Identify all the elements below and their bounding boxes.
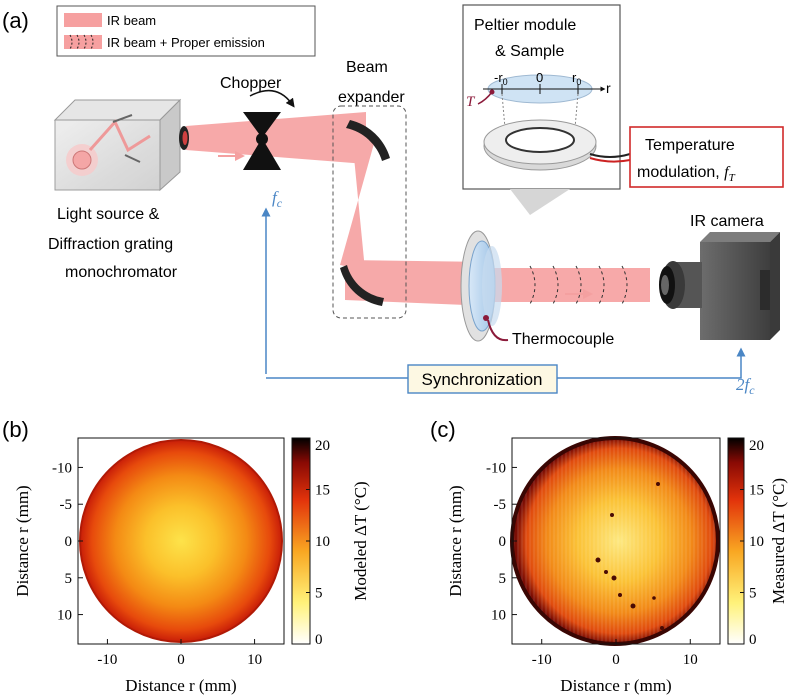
panel-c: (c) -10 0 10 -10 -5 0 5 10 Distance r (mm) Dist… xyxy=(430,417,788,695)
legend: IR beam IR beam + Proper emission xyxy=(56,5,316,57)
colorbar-b-ticks: 20 15 10 5 0 xyxy=(306,437,330,648)
ir-beam xyxy=(186,112,650,306)
thermocouple-tip xyxy=(483,315,489,321)
ir-camera-icon xyxy=(659,232,780,340)
axes-c-ticks: -10 0 10 -10 -5 0 5 10 xyxy=(486,460,698,668)
synchronization-label: Synchronization xyxy=(422,370,543,389)
axes-b-ylabel: Distance r (mm) xyxy=(13,485,32,596)
synchronization-box xyxy=(407,364,558,394)
x-tick-label: 10 xyxy=(247,652,262,668)
light-source-label-1: Light source & xyxy=(57,206,160,223)
t-label: T xyxy=(466,94,476,110)
light-source-box xyxy=(53,98,189,192)
y-tick-label: -10 xyxy=(52,460,72,476)
legend-swatch-emission xyxy=(64,35,102,49)
y-tick-label: 0 xyxy=(65,534,73,550)
thermocouple-wire xyxy=(487,319,509,342)
heatmap-b-disc xyxy=(80,440,282,642)
y-tick-label: -5 xyxy=(60,497,73,513)
colorbar-tick-label: 5 xyxy=(749,586,757,602)
axes-b-ticks: -10 0 10 -10 -5 0 5 10 xyxy=(52,460,262,668)
legend-label-emission: IR beam + Proper emission xyxy=(107,35,265,50)
legend-label-beam: IR beam xyxy=(107,13,156,28)
sample-lens xyxy=(460,230,502,342)
chopper-label: Chopper xyxy=(220,75,282,92)
x-tick-label: -10 xyxy=(532,652,552,668)
panel-b-label: (b) xyxy=(2,417,29,442)
f-symbol: f xyxy=(272,188,279,207)
colorbar-tick-label: 10 xyxy=(315,534,330,550)
x-tick-label: 0 xyxy=(612,652,620,668)
peltier-label-1: Peltier module xyxy=(474,17,576,34)
temperature-modulation-box xyxy=(629,126,784,188)
y-tick-label: 5 xyxy=(499,571,507,587)
neg-r0-label: -r0 xyxy=(494,70,508,87)
colorbar-tick-label: 0 xyxy=(315,632,323,648)
camera-frequency: 2fc xyxy=(736,375,755,397)
colorbar-tick-label: 20 xyxy=(749,438,764,454)
emission-arcs xyxy=(529,265,628,305)
colorbar-tick-label: 0 xyxy=(749,632,757,648)
thermocouple-label: Thermocouple xyxy=(512,331,614,348)
legend-swatch-beam xyxy=(64,13,102,27)
c-subscript: c xyxy=(277,196,283,210)
zero-label: 0 xyxy=(536,70,543,85)
colorbar-tick-label: 10 xyxy=(749,534,764,550)
colorbar-tick-label: 5 xyxy=(315,586,323,602)
inset-pointer xyxy=(510,189,570,215)
colorbar-c-ticks: 20 15 10 5 0 xyxy=(740,437,764,648)
chopper-frequency: fc xyxy=(272,188,283,210)
beam-expander-label-1: Beam xyxy=(346,59,388,76)
x-tick-label: 0 xyxy=(177,652,185,668)
panel-a-label: (a) xyxy=(2,8,29,33)
y-tick-label: 5 xyxy=(65,571,73,587)
light-source-label-3: monochromator xyxy=(65,264,178,281)
peltier-label-2: & Sample xyxy=(495,43,564,60)
expander-mirror-top xyxy=(346,120,390,161)
y-tick-label: 0 xyxy=(499,534,507,550)
colorbar-tick-label: 15 xyxy=(749,483,764,499)
panel-b: (b) -10 0 10 -10 -5 0 5 10 Distance r (mm) Dist… xyxy=(2,417,370,695)
grating-path xyxy=(88,119,151,153)
r-axis-label: r xyxy=(606,80,611,96)
sync-line-camera xyxy=(557,347,746,379)
r0-label: r0 xyxy=(572,70,581,87)
y-tick-label: -10 xyxy=(486,460,506,476)
beam-expander-label-2: expander xyxy=(338,89,405,106)
colorbar-c-label: Measured ΔT (°C) xyxy=(769,478,788,604)
heatmap-c-defects xyxy=(595,482,664,630)
legend-emission-arcs xyxy=(69,34,94,50)
y-tick-label: 10 xyxy=(491,608,506,624)
expander-mirror-bottom xyxy=(340,265,384,306)
axes-b-xlabel: Distance r (mm) xyxy=(125,676,236,695)
temp-mod-label-2: modulation, fT xyxy=(637,164,736,184)
peltier-inset: Peltier module & Sample -r0 0 r0 r T xyxy=(462,4,631,215)
colorbar-tick-label: 15 xyxy=(315,483,330,499)
x-tick-label: 10 xyxy=(683,652,698,668)
axes-c-xlabel: Distance r (mm) xyxy=(560,676,671,695)
beam-expander-box xyxy=(332,105,407,319)
temp-mod-label-1: Temperature xyxy=(645,137,735,154)
y-tick-label: 10 xyxy=(57,608,72,624)
x-tick-label: -10 xyxy=(97,652,117,668)
panel-c-label: (c) xyxy=(430,417,456,442)
ir-camera-label: IR camera xyxy=(690,213,764,230)
colorbar-b-label: Modeled ΔT (°C) xyxy=(351,481,370,600)
light-source-label-2: Diffraction grating xyxy=(48,236,173,253)
colorbar-tick-label: 20 xyxy=(315,438,330,454)
chopper-icon xyxy=(243,89,295,170)
axes-c-ylabel: Distance r (mm) xyxy=(446,485,465,596)
y-tick-label: -5 xyxy=(494,497,507,513)
panel-a: (a) IR beam IR beam + Proper emission xyxy=(2,4,784,397)
